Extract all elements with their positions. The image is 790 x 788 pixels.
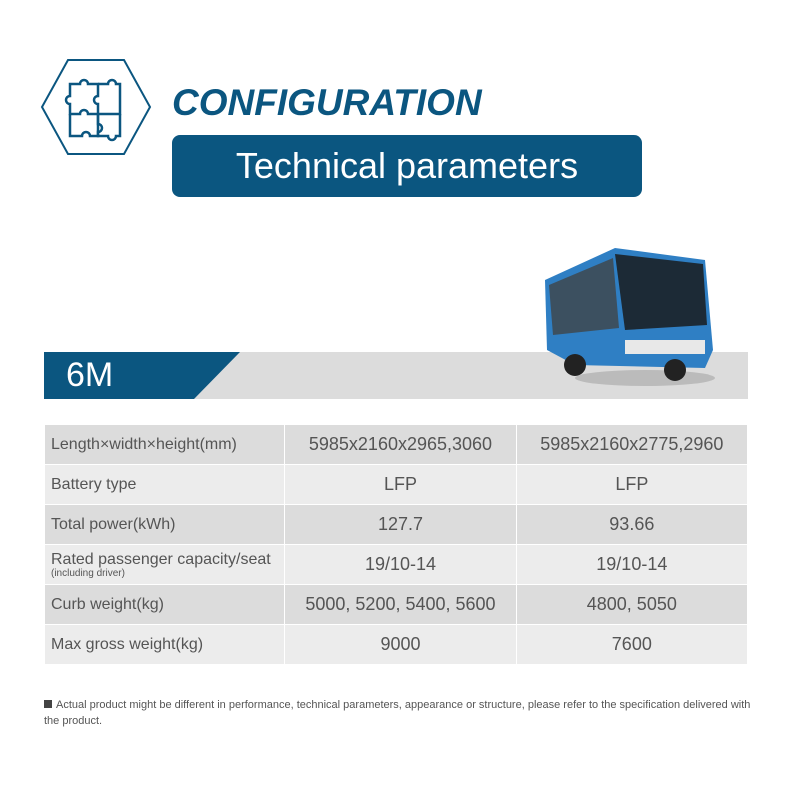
table-row: Battery type LFP LFP [43,464,749,505]
cell-value: 19/10-14 [284,544,517,585]
cell-value: LFP [515,464,749,505]
spec-table: Length×width×height(mm) 5985x2160x2965,30… [43,424,749,665]
cell-value: 4800, 5050 [515,584,749,625]
cell-value: 93.66 [515,504,749,545]
table-row: Rated passenger capacity/seat (including … [43,544,749,585]
table-row: Total power(kWh) 127.7 93.66 [43,504,749,545]
cell-value: 9000 [284,624,517,665]
cell-value: 19/10-14 [515,544,749,585]
row-label: Curb weight(kg) [43,584,286,625]
puzzle-icon [40,59,152,155]
disclaimer-text: Actual product might be different in per… [44,699,751,727]
cell-value: 5000, 5200, 5400, 5600 [284,584,517,625]
row-label-text: Rated passenger capacity/seat [51,550,271,568]
cell-value: 127.7 [284,504,517,545]
row-label: Max gross weight(kg) [43,624,286,665]
cell-value: 5985x2160x2965,3060 [284,424,517,465]
disclaimer: Actual product might be different in per… [44,697,756,729]
cell-value: LFP [284,464,517,505]
bullet-square-icon [44,700,52,708]
row-sublabel: (including driver) [51,567,125,579]
row-label: Length×width×height(mm) [43,424,286,465]
row-label: Battery type [43,464,286,505]
cell-value: 5985x2160x2775,2960 [515,424,749,465]
row-label: Rated passenger capacity/seat (including … [43,544,286,585]
table-row: Max gross weight(kg) 9000 7600 [43,624,749,665]
cell-value: 7600 [515,624,749,665]
table-row: Length×width×height(mm) 5985x2160x2965,30… [43,424,749,465]
section-subtitle: Technical parameters [172,135,642,197]
table-row: Curb weight(kg) 5000, 5200, 5400, 5600 480… [43,584,749,625]
page-title: CONFIGURATION [172,82,482,123]
row-label: Total power(kWh) [43,504,286,545]
bus-image [545,248,715,386]
